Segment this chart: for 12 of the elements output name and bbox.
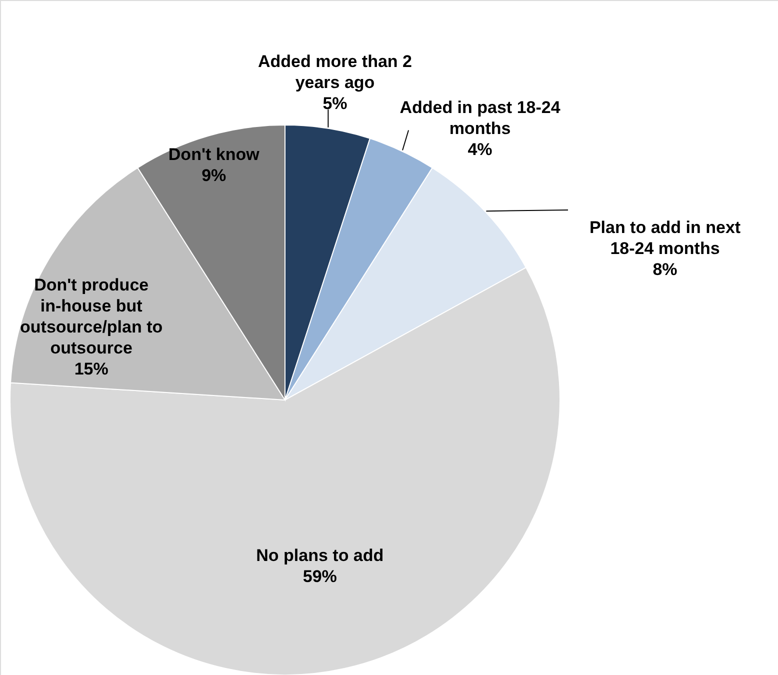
data-label: 5% <box>322 94 348 113</box>
slice-label: Plan to add in next 18-24 months <box>589 218 741 258</box>
slice-label: Added in past 18-24 months <box>400 98 561 138</box>
slice-label: Don't know <box>168 145 260 164</box>
slice-label: No plans to add <box>256 546 384 566</box>
data-label: 4% <box>468 140 492 159</box>
data-label: 59% <box>302 567 337 586</box>
data-label: 15% <box>74 359 108 378</box>
data-label: 9% <box>202 166 226 186</box>
data-label: 8% <box>652 260 678 279</box>
slice-label: Don't produce in-house but outsource/plan to outsource <box>20 275 163 358</box>
slice-label: Added more than 2 years ago <box>258 52 412 92</box>
